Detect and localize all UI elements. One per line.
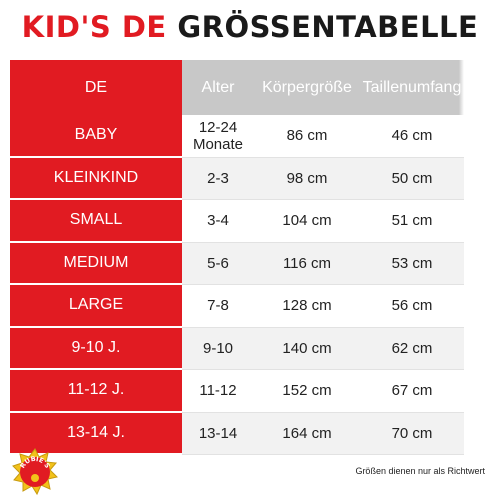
row-age-line2: Monate: [192, 135, 244, 153]
row-height: 140 cm: [254, 327, 360, 370]
header-waist: Taillenumfang: [360, 60, 464, 115]
row-size-label: MEDIUM: [10, 242, 182, 285]
row-waist: 46 cm: [360, 115, 464, 158]
row-waist: 62 cm: [360, 327, 464, 370]
title-part-kids: KID'S DE: [21, 10, 167, 44]
table-row: KLEINKIND 2-3 98 cm 50 cm: [10, 157, 464, 200]
table-row: MEDIUM 5-6 116 cm 53 cm: [10, 242, 464, 285]
size-table-header-row: DE Alter Körpergröße Taillenumfang: [10, 60, 464, 115]
table-row: SMALL 3-4 104 cm 51 cm: [10, 200, 464, 243]
row-waist: 70 cm: [360, 412, 464, 455]
table-row: 11-12 J. 11-12 152 cm 67 cm: [10, 370, 464, 413]
row-height: 104 cm: [254, 200, 360, 243]
row-age: 7-8: [182, 285, 254, 328]
header-body-height: Körpergröße: [254, 60, 360, 115]
row-size-label: LARGE: [10, 285, 182, 328]
table-row: BABY 12-24 Monate 86 cm 46 cm: [10, 115, 464, 158]
row-age: 3-4: [182, 200, 254, 243]
header-size-de: DE: [10, 60, 182, 115]
size-table: DE Alter Körpergröße Taillenumfang BABY …: [10, 60, 464, 455]
table-row: 13-14 J. 13-14 164 cm 70 cm: [10, 412, 464, 455]
logo-text: RUBIE'S: [18, 455, 51, 470]
row-height: 116 cm: [254, 242, 360, 285]
row-age: 5-6: [182, 242, 254, 285]
row-height: 98 cm: [254, 157, 360, 200]
row-size-label: KLEINKIND: [10, 157, 182, 200]
row-size-label: BABY: [10, 115, 182, 158]
page-title: KID'S DE GRÖSSENTABELLE: [0, 10, 500, 44]
row-waist: 53 cm: [360, 242, 464, 285]
row-age: 2-3: [182, 157, 254, 200]
size-disclaimer: Größen dienen nur als Richtwert: [355, 466, 485, 476]
row-age: 13-14: [182, 412, 254, 455]
row-waist: 50 cm: [360, 157, 464, 200]
row-waist: 67 cm: [360, 370, 464, 413]
row-size-label: 9-10 J.: [10, 327, 182, 370]
row-height: 164 cm: [254, 412, 360, 455]
rubies-logo-icon: RUBIE'S: [10, 447, 60, 497]
row-size-label: 13-14 J.: [10, 412, 182, 455]
table-row: LARGE 7-8 128 cm 56 cm: [10, 285, 464, 328]
row-age-line1: 12-24: [198, 118, 238, 136]
row-age: 9-10: [182, 327, 254, 370]
row-waist: 51 cm: [360, 200, 464, 243]
row-size-label: SMALL: [10, 200, 182, 243]
row-age: 12-24 Monate: [182, 115, 254, 158]
row-height: 128 cm: [254, 285, 360, 328]
row-size-label: 11-12 J.: [10, 370, 182, 413]
row-age: 11-12: [182, 370, 254, 413]
table-row: 9-10 J. 9-10 140 cm 62 cm: [10, 327, 464, 370]
row-height: 86 cm: [254, 115, 360, 158]
title-part-table: GRÖSSENTABELLE: [177, 10, 479, 44]
row-waist: 56 cm: [360, 285, 464, 328]
row-height: 152 cm: [254, 370, 360, 413]
svg-text:RUBIE'S: RUBIE'S: [18, 455, 51, 470]
header-age: Alter: [182, 60, 254, 115]
